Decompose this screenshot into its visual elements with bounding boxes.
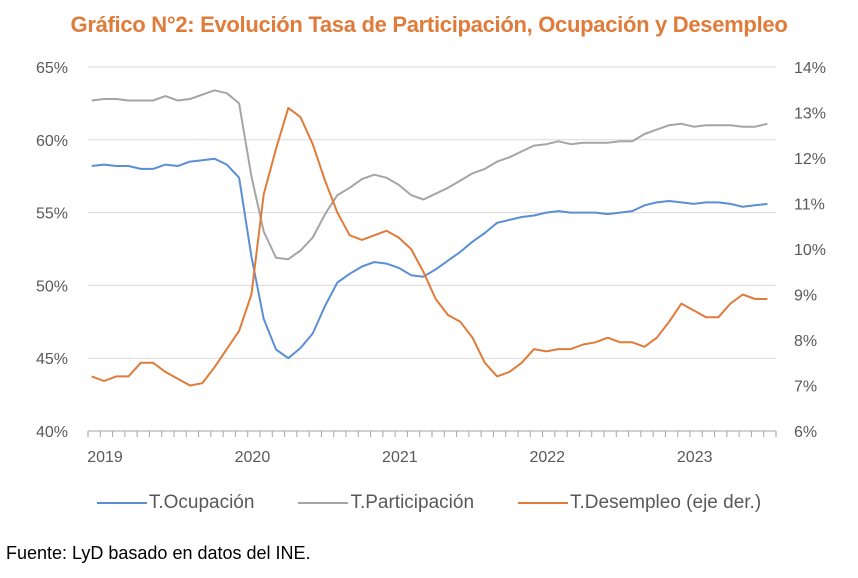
legend: T.Ocupación T.Participación T.Desempleo … (0, 492, 858, 514)
y2-tick-label: 8% (794, 333, 817, 350)
x-tick-label: 2022 (529, 449, 565, 466)
source-note: Fuente: LyD basado en datos del INE. (6, 543, 311, 563)
y2-tick-label: 10% (794, 242, 826, 259)
series-lines (91, 89, 768, 387)
gridlines (88, 66, 776, 359)
legend-swatch-participacion (298, 502, 349, 504)
y-tick-label: 55% (36, 206, 68, 223)
y-tick-label: 60% (36, 133, 68, 150)
legend-label-ocupacion: T.Ocupación (148, 492, 255, 513)
y2-tick-label: 7% (794, 379, 817, 396)
y2-tick-label: 9% (794, 288, 817, 305)
x-tick-label: 2023 (677, 449, 713, 466)
legend-swatch-ocupacion (96, 502, 147, 504)
y-tick-label: 50% (36, 278, 68, 295)
line-chart: 40% 45% 50% 55% 60% 65% 6% 7% 8% 9% 10% 11% 12% 13% 1… (36, 60, 826, 466)
legend-label-desempleo: T.Desempleo (eje der.) (570, 492, 762, 513)
right-y-axis: 6% 7% 8% 9% 10% 11% 12% 13% 14% (794, 60, 826, 441)
x-tick-label: 2020 (235, 449, 271, 466)
x-tick-label: 2021 (382, 449, 418, 466)
legend-item-desempleo: T.Desempleo (eje der.) (518, 492, 761, 514)
chart-title: Gráfico N°2: Evolución Tasa de Participa… (70, 12, 788, 37)
legend-item-participacion: T.Participación (298, 492, 474, 514)
y-tick-label: 45% (36, 351, 68, 368)
x-tick-label: 2019 (87, 449, 123, 466)
y-tick-label: 40% (36, 424, 68, 441)
left-y-axis: 40% 45% 50% 55% 60% 65% (36, 60, 68, 441)
y2-tick-label: 11% (794, 197, 825, 214)
legend-swatch-desempleo (518, 502, 569, 504)
series-line-t-desempleo-eje-der (91, 106, 768, 387)
x-axis: 2019 2020 2021 2022 2023 (87, 430, 777, 466)
y2-tick-label: 13% (794, 106, 826, 123)
series-line-t-participación (91, 89, 768, 261)
legend-label-participacion: T.Participación (350, 492, 475, 513)
y2-tick-label: 6% (794, 424, 817, 441)
y2-tick-label: 14% (794, 60, 826, 77)
legend-item-ocupacion: T.Ocupación (96, 492, 255, 514)
y-tick-label: 65% (36, 60, 68, 77)
y2-tick-label: 12% (794, 151, 826, 168)
series-line-t-ocupación (91, 157, 768, 360)
